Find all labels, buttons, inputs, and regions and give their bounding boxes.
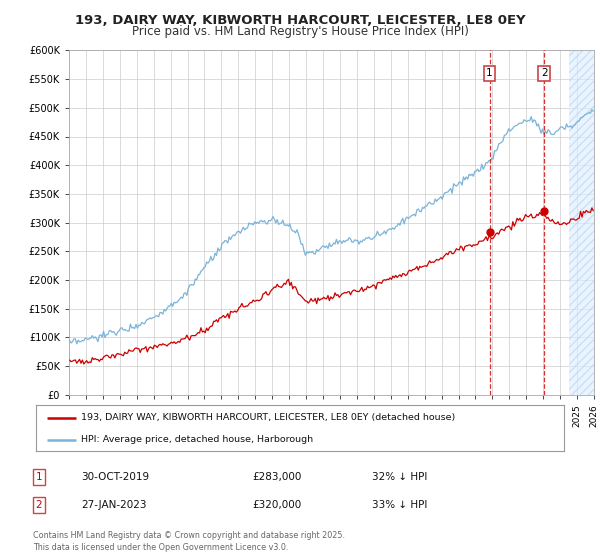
Text: £283,000: £283,000 <box>252 472 301 482</box>
Text: 32% ↓ HPI: 32% ↓ HPI <box>372 472 427 482</box>
Text: £320,000: £320,000 <box>252 500 301 510</box>
Bar <box>569 50 594 395</box>
Text: 33% ↓ HPI: 33% ↓ HPI <box>372 500 427 510</box>
Text: HPI: Average price, detached house, Harborough: HPI: Average price, detached house, Harb… <box>81 435 313 444</box>
Text: Contains HM Land Registry data © Crown copyright and database right 2025.
This d: Contains HM Land Registry data © Crown c… <box>33 531 345 552</box>
Text: 2: 2 <box>541 68 548 78</box>
Text: 27-JAN-2023: 27-JAN-2023 <box>81 500 146 510</box>
Text: 1: 1 <box>35 472 43 482</box>
Text: 2: 2 <box>35 500 43 510</box>
Text: 1: 1 <box>486 68 493 78</box>
Text: 30-OCT-2019: 30-OCT-2019 <box>81 472 149 482</box>
Bar <box>569 50 594 395</box>
Text: Price paid vs. HM Land Registry's House Price Index (HPI): Price paid vs. HM Land Registry's House … <box>131 25 469 38</box>
Text: 193, DAIRY WAY, KIBWORTH HARCOURT, LEICESTER, LE8 0EY (detached house): 193, DAIRY WAY, KIBWORTH HARCOURT, LEICE… <box>81 413 455 422</box>
Text: 193, DAIRY WAY, KIBWORTH HARCOURT, LEICESTER, LE8 0EY: 193, DAIRY WAY, KIBWORTH HARCOURT, LEICE… <box>74 14 526 27</box>
